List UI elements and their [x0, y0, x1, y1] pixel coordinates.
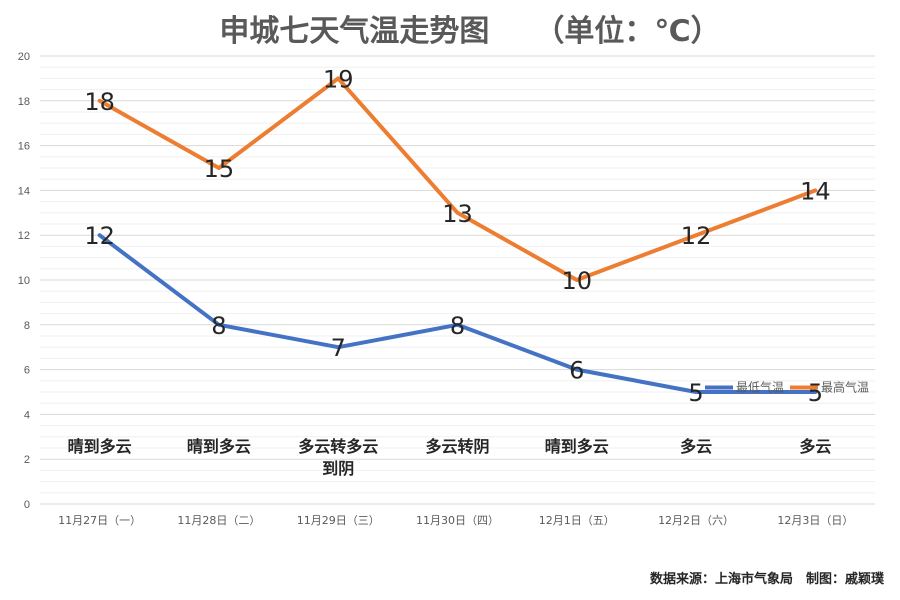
weather-label: 晴到多云 — [68, 437, 132, 456]
y-tick-label: 8 — [24, 320, 30, 332]
legend-label: 最高气温 — [821, 380, 869, 395]
weather-label: 多云 — [799, 437, 831, 456]
data-label: 14 — [800, 177, 831, 205]
source-credit: 数据来源：上海市气象局 制图：戚颖璞 — [650, 571, 885, 587]
data-label: 10 — [562, 267, 593, 295]
x-tick-label: 12月2日（六） — [658, 514, 734, 527]
grid — [40, 55, 875, 505]
weather-label: 多云转多云 — [298, 437, 378, 456]
legend-label: 最低气温 — [736, 380, 784, 395]
series-lines — [97, 76, 818, 394]
data-label: 13 — [442, 200, 473, 228]
y-tick-label: 4 — [24, 409, 30, 421]
data-label: 7 — [331, 334, 346, 362]
data-label: 19 — [323, 65, 354, 93]
data-label: 15 — [204, 155, 235, 183]
y-tick-label: 16 — [18, 141, 30, 153]
weather-label: 多云 — [680, 437, 712, 456]
data-label: 8 — [211, 312, 226, 340]
y-tick-label: 10 — [18, 275, 30, 287]
series-line-low — [97, 233, 818, 394]
data-label: 12 — [681, 222, 712, 250]
x-axis: 11月27日（一） 11月28日（二） 11月29日（三） 11月30日（四） 12月1… — [58, 514, 853, 527]
x-tick-label: 11月28日（二） — [177, 514, 260, 527]
legend: 最低气温 最高气温 — [705, 380, 869, 395]
y-tick-label: 18 — [18, 96, 30, 108]
y-tick-label: 12 — [18, 230, 30, 242]
y-tick-label: 2 — [24, 454, 30, 466]
data-label: 5 — [688, 379, 703, 407]
chart-title: 申城七天气温走势图 （单位：℃） — [219, 14, 720, 49]
x-tick-label: 12月3日（日） — [777, 514, 853, 527]
data-label: 8 — [450, 312, 465, 340]
x-tick-label: 12月1日（五） — [539, 514, 615, 527]
x-tick-label: 11月29日（三） — [297, 514, 380, 527]
weather-label: 晴到多云 — [187, 437, 251, 456]
y-tick-label: 14 — [18, 185, 30, 197]
y-axis: 0 2 4 6 8 10 12 14 16 18 20 — [18, 51, 30, 511]
y-tick-label: 0 — [24, 499, 30, 511]
data-label: 12 — [84, 222, 115, 250]
x-tick-label: 11月30日（四） — [416, 514, 499, 527]
y-tick-label: 6 — [24, 365, 30, 377]
weather-label: 多云转阴 — [425, 437, 489, 456]
x-tick-label: 11月27日（一） — [58, 514, 141, 527]
weather-label: 晴到多云 — [545, 437, 609, 456]
series-line-high — [97, 76, 818, 282]
y-tick-label: 20 — [18, 51, 30, 63]
data-label: 6 — [569, 357, 584, 385]
weather-label: 到阴 — [322, 459, 354, 478]
data-label: 18 — [84, 88, 115, 116]
